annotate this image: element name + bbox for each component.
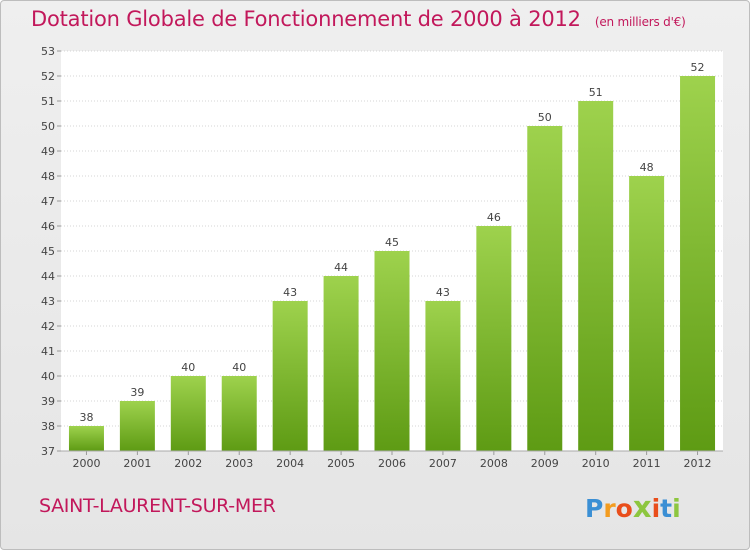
logo-letter: t <box>660 494 673 523</box>
data-label: 51 <box>589 86 603 99</box>
bar <box>170 376 206 451</box>
x-tick-label: 2012 <box>684 457 712 470</box>
logo-letter: o <box>615 494 633 523</box>
bar <box>68 426 104 451</box>
y-tick-label: 47 <box>41 195 55 208</box>
logo-letter: i <box>672 494 681 523</box>
data-label: 40 <box>232 361 246 374</box>
chart-title: Dotation Globale de Fonctionnement de 20… <box>31 7 686 31</box>
x-tick-label: 2009 <box>531 457 559 470</box>
data-label: 46 <box>487 211 501 224</box>
data-label: 52 <box>691 61 705 74</box>
y-tick-label: 45 <box>41 245 55 258</box>
y-tick-label: 41 <box>41 345 55 358</box>
logo-letter: i <box>651 494 661 523</box>
x-tick-label: 2005 <box>327 457 355 470</box>
bar <box>374 251 410 451</box>
bar <box>527 126 563 451</box>
y-tick-label: 50 <box>41 120 55 133</box>
y-tick-label: 48 <box>41 170 55 183</box>
x-tick-label: 2003 <box>225 457 253 470</box>
bar <box>272 301 308 451</box>
data-label: 45 <box>385 236 399 249</box>
x-tick-label: 2011 <box>633 457 661 470</box>
y-tick-label: 40 <box>41 370 55 383</box>
data-label: 39 <box>130 386 144 399</box>
data-label: 40 <box>181 361 195 374</box>
y-tick-label: 38 <box>41 420 55 433</box>
x-tick-label: 2010 <box>582 457 610 470</box>
bar <box>425 301 461 451</box>
x-tick-label: 2008 <box>480 457 508 470</box>
bar <box>323 276 359 451</box>
y-tick-label: 39 <box>41 395 55 408</box>
y-tick-label: 52 <box>41 70 55 83</box>
data-label: 43 <box>283 286 297 299</box>
y-tick-label: 46 <box>41 220 55 233</box>
y-tick-label: 49 <box>41 145 55 158</box>
place-name: SAINT-LAURENT-SUR-MER <box>39 495 276 517</box>
data-label: 44 <box>334 261 348 274</box>
logo-letter: r <box>603 494 616 523</box>
bar <box>629 176 665 451</box>
data-label: 48 <box>640 161 654 174</box>
data-label: 43 <box>436 286 450 299</box>
bar <box>578 101 614 451</box>
data-label: 38 <box>79 411 93 424</box>
y-tick-label: 37 <box>41 445 55 458</box>
bar <box>119 401 155 451</box>
x-tick-label: 2001 <box>123 457 151 470</box>
x-tick-label: 2004 <box>276 457 304 470</box>
y-tick-label: 51 <box>41 95 55 108</box>
logo-letter: P <box>585 494 604 523</box>
chart-title-text: Dotation Globale de Fonctionnement de 20… <box>31 7 581 31</box>
data-label: 50 <box>538 111 552 124</box>
x-tick-label: 2002 <box>174 457 202 470</box>
x-tick-label: 2007 <box>429 457 457 470</box>
bar <box>680 76 716 451</box>
bar <box>476 226 512 451</box>
logo-letter: x <box>632 490 652 524</box>
y-tick-label: 44 <box>41 270 55 283</box>
unit-note: (en milliers d'€) <box>594 15 686 29</box>
y-tick-label: 53 <box>41 45 55 58</box>
y-tick-label: 43 <box>41 295 55 308</box>
proxiti-logo[interactable]: Proxiti <box>585 490 681 524</box>
bar <box>221 376 257 451</box>
x-tick-label: 2000 <box>72 457 100 470</box>
x-tick-label: 2006 <box>378 457 406 470</box>
y-tick-label: 42 <box>41 320 55 333</box>
